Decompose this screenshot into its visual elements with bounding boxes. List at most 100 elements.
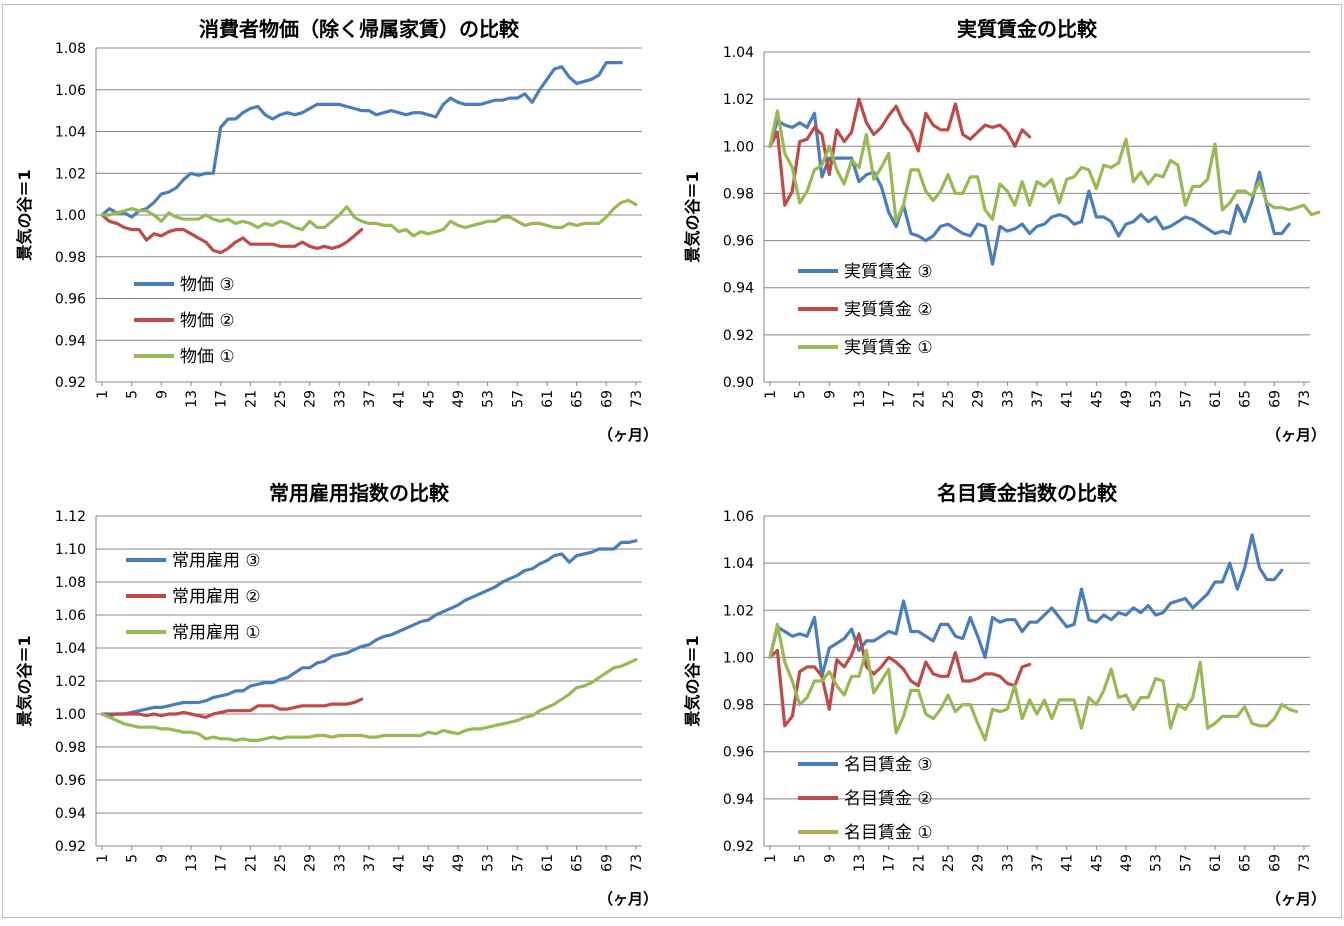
- chart-title: 常用雇用指数の比較: [269, 481, 450, 505]
- y-axis-label: 景気の谷＝1: [15, 635, 34, 726]
- x-tick-label: 5: [125, 390, 141, 399]
- x-tick-label: 21: [911, 854, 927, 872]
- y-tick-label: 1.04: [723, 556, 754, 572]
- x-tick-label: 73: [629, 390, 645, 408]
- x-tick-label: 53: [1149, 854, 1165, 872]
- x-tick-label: 61: [1208, 390, 1224, 408]
- series-line: [100, 697, 364, 719]
- x-tick-label: 53: [481, 854, 497, 872]
- x-tick-label: 5: [793, 390, 809, 399]
- x-tick-label: 33: [332, 390, 348, 408]
- series-line: [100, 539, 638, 716]
- y-tick-label: 0.96: [55, 292, 86, 308]
- x-tick-label: 21: [911, 390, 927, 408]
- legend-label: 名目賃金 ②: [844, 789, 933, 809]
- y-tick-label: 0.98: [55, 250, 86, 266]
- y-tick-label: 1.08: [55, 41, 86, 57]
- y-tick-label: 0.92: [723, 839, 754, 855]
- y-tick-label: 0.96: [55, 773, 86, 789]
- x-tick-label: 45: [1089, 390, 1105, 408]
- x-tick-label: 69: [1267, 854, 1283, 872]
- chart-svg: 実質賃金の比較 0.90 0.92 0.94 0.96 0.98 1.00 1.02 1.04 1…: [683, 17, 1326, 444]
- chart-svg: 消費者物価（除く帰属家賃）の比較 0.92 0.94 0.96 0.98 1.00 1.02…: [15, 17, 658, 444]
- x-tick-label: 65: [570, 854, 586, 872]
- chart-title: 名目賃金指数の比較: [937, 481, 1118, 505]
- y-tick-label: 0.94: [55, 333, 86, 349]
- x-tick-label: 73: [1297, 854, 1313, 872]
- x-tick-label: 37: [1030, 390, 1046, 408]
- y-tick-label: 1.12: [55, 509, 86, 525]
- y-tick-label: 0.98: [55, 740, 86, 756]
- x-tick-label: 57: [510, 854, 526, 872]
- x-tick-label: 29: [971, 390, 987, 408]
- chart-title: 実質賃金の比較: [957, 17, 1098, 41]
- y-tick-label: 0.92: [55, 839, 86, 855]
- x-tick-label: 21: [243, 390, 259, 408]
- x-tick-label: 17: [882, 854, 898, 872]
- x-tick-label: 61: [540, 854, 556, 872]
- x-tick-label: 49: [1119, 390, 1135, 408]
- legend-label: 常用雇用 ②: [172, 587, 261, 607]
- y-tick-label: 0.92: [55, 375, 86, 391]
- x-tick-label: 1: [763, 390, 779, 399]
- series-line: [768, 109, 1321, 224]
- legend-label: 実質賃金 ②: [844, 300, 933, 320]
- x-tick-label: 13: [852, 390, 868, 408]
- x-tick-label: 41: [392, 390, 408, 408]
- y-tick-label: 0.90: [723, 375, 754, 391]
- chart-svg: 名目賃金指数の比較 0.92 0.94 0.96 0.98 1.00 1.02 1.04 1.0…: [683, 481, 1326, 908]
- y-tick-label: 0.94: [723, 281, 754, 297]
- x-axis-label: （ヶ月）: [1266, 890, 1326, 908]
- y-tick-label: 1.00: [723, 650, 754, 666]
- x-tick-label: 45: [421, 390, 437, 408]
- x-tick-label: 17: [882, 390, 898, 408]
- chart-panel-employment: 常用雇用指数の比較 0.92 0.94 0.96 0.98 1.00 1.02 1.04 1.0…: [4, 470, 668, 918]
- x-tick-label: 13: [852, 854, 868, 872]
- x-tick-label: 65: [570, 390, 586, 408]
- y-axis-label: 景気の谷＝1: [683, 635, 702, 726]
- series-line: [100, 60, 623, 219]
- y-tick-label: 0.96: [723, 234, 754, 250]
- x-tick-label: 57: [1178, 390, 1194, 408]
- chart-svg: 常用雇用指数の比較 0.92 0.94 0.96 0.98 1.00 1.02 1.04 1.0…: [15, 481, 658, 908]
- chart-title: 消費者物価（除く帰属家賃）の比較: [199, 17, 520, 41]
- x-tick-label: 1: [95, 390, 111, 399]
- outer-frame: [2, 4, 1342, 918]
- legend-label: 物価 ①: [180, 347, 235, 367]
- y-tick-label: 0.92: [723, 328, 754, 344]
- y-tick-label: 0.94: [723, 792, 754, 808]
- x-tick-label: 53: [1149, 390, 1165, 408]
- x-tick-label: 13: [184, 390, 200, 408]
- legend-label: 物価 ②: [180, 311, 235, 331]
- x-tick-label: 49: [451, 390, 467, 408]
- x-axis-label: （ヶ月）: [1266, 426, 1326, 444]
- x-tick-label: 25: [273, 390, 289, 408]
- x-tick-label: 69: [1267, 390, 1283, 408]
- legend-label: 常用雇用 ①: [172, 623, 261, 643]
- y-tick-label: 0.96: [723, 745, 754, 761]
- x-tick-label: 69: [599, 390, 615, 408]
- x-tick-label: 45: [421, 854, 437, 872]
- y-tick-label: 1.00: [55, 707, 86, 723]
- y-axis-label: 景気の谷＝1: [15, 169, 34, 260]
- x-tick-label: 37: [1030, 854, 1046, 872]
- series-line: [768, 111, 1291, 266]
- x-tick-label: 33: [1000, 390, 1016, 408]
- x-tick-label: 5: [793, 854, 809, 863]
- y-tick-label: 1.06: [723, 509, 754, 525]
- x-tick-label: 29: [971, 854, 987, 872]
- x-tick-label: 5: [125, 854, 141, 863]
- x-tick-label: 41: [392, 854, 408, 872]
- series-line: [768, 97, 1032, 207]
- chart-panel-real-wage: 実質賃金の比較 0.90 0.92 0.94 0.96 0.98 1.00 1.02 1.04 1…: [672, 6, 1340, 446]
- y-tick-label: 1.06: [55, 608, 86, 624]
- x-tick-label: 37: [362, 390, 378, 408]
- legend-label: 実質賃金 ③: [844, 262, 933, 282]
- series-line: [768, 632, 1032, 728]
- y-tick-label: 1.02: [55, 166, 86, 182]
- y-tick-label: 1.02: [55, 674, 86, 690]
- x-tick-label: 17: [214, 854, 230, 872]
- x-tick-label: 57: [510, 390, 526, 408]
- x-tick-label: 17: [214, 390, 230, 408]
- x-tick-label: 29: [303, 854, 319, 872]
